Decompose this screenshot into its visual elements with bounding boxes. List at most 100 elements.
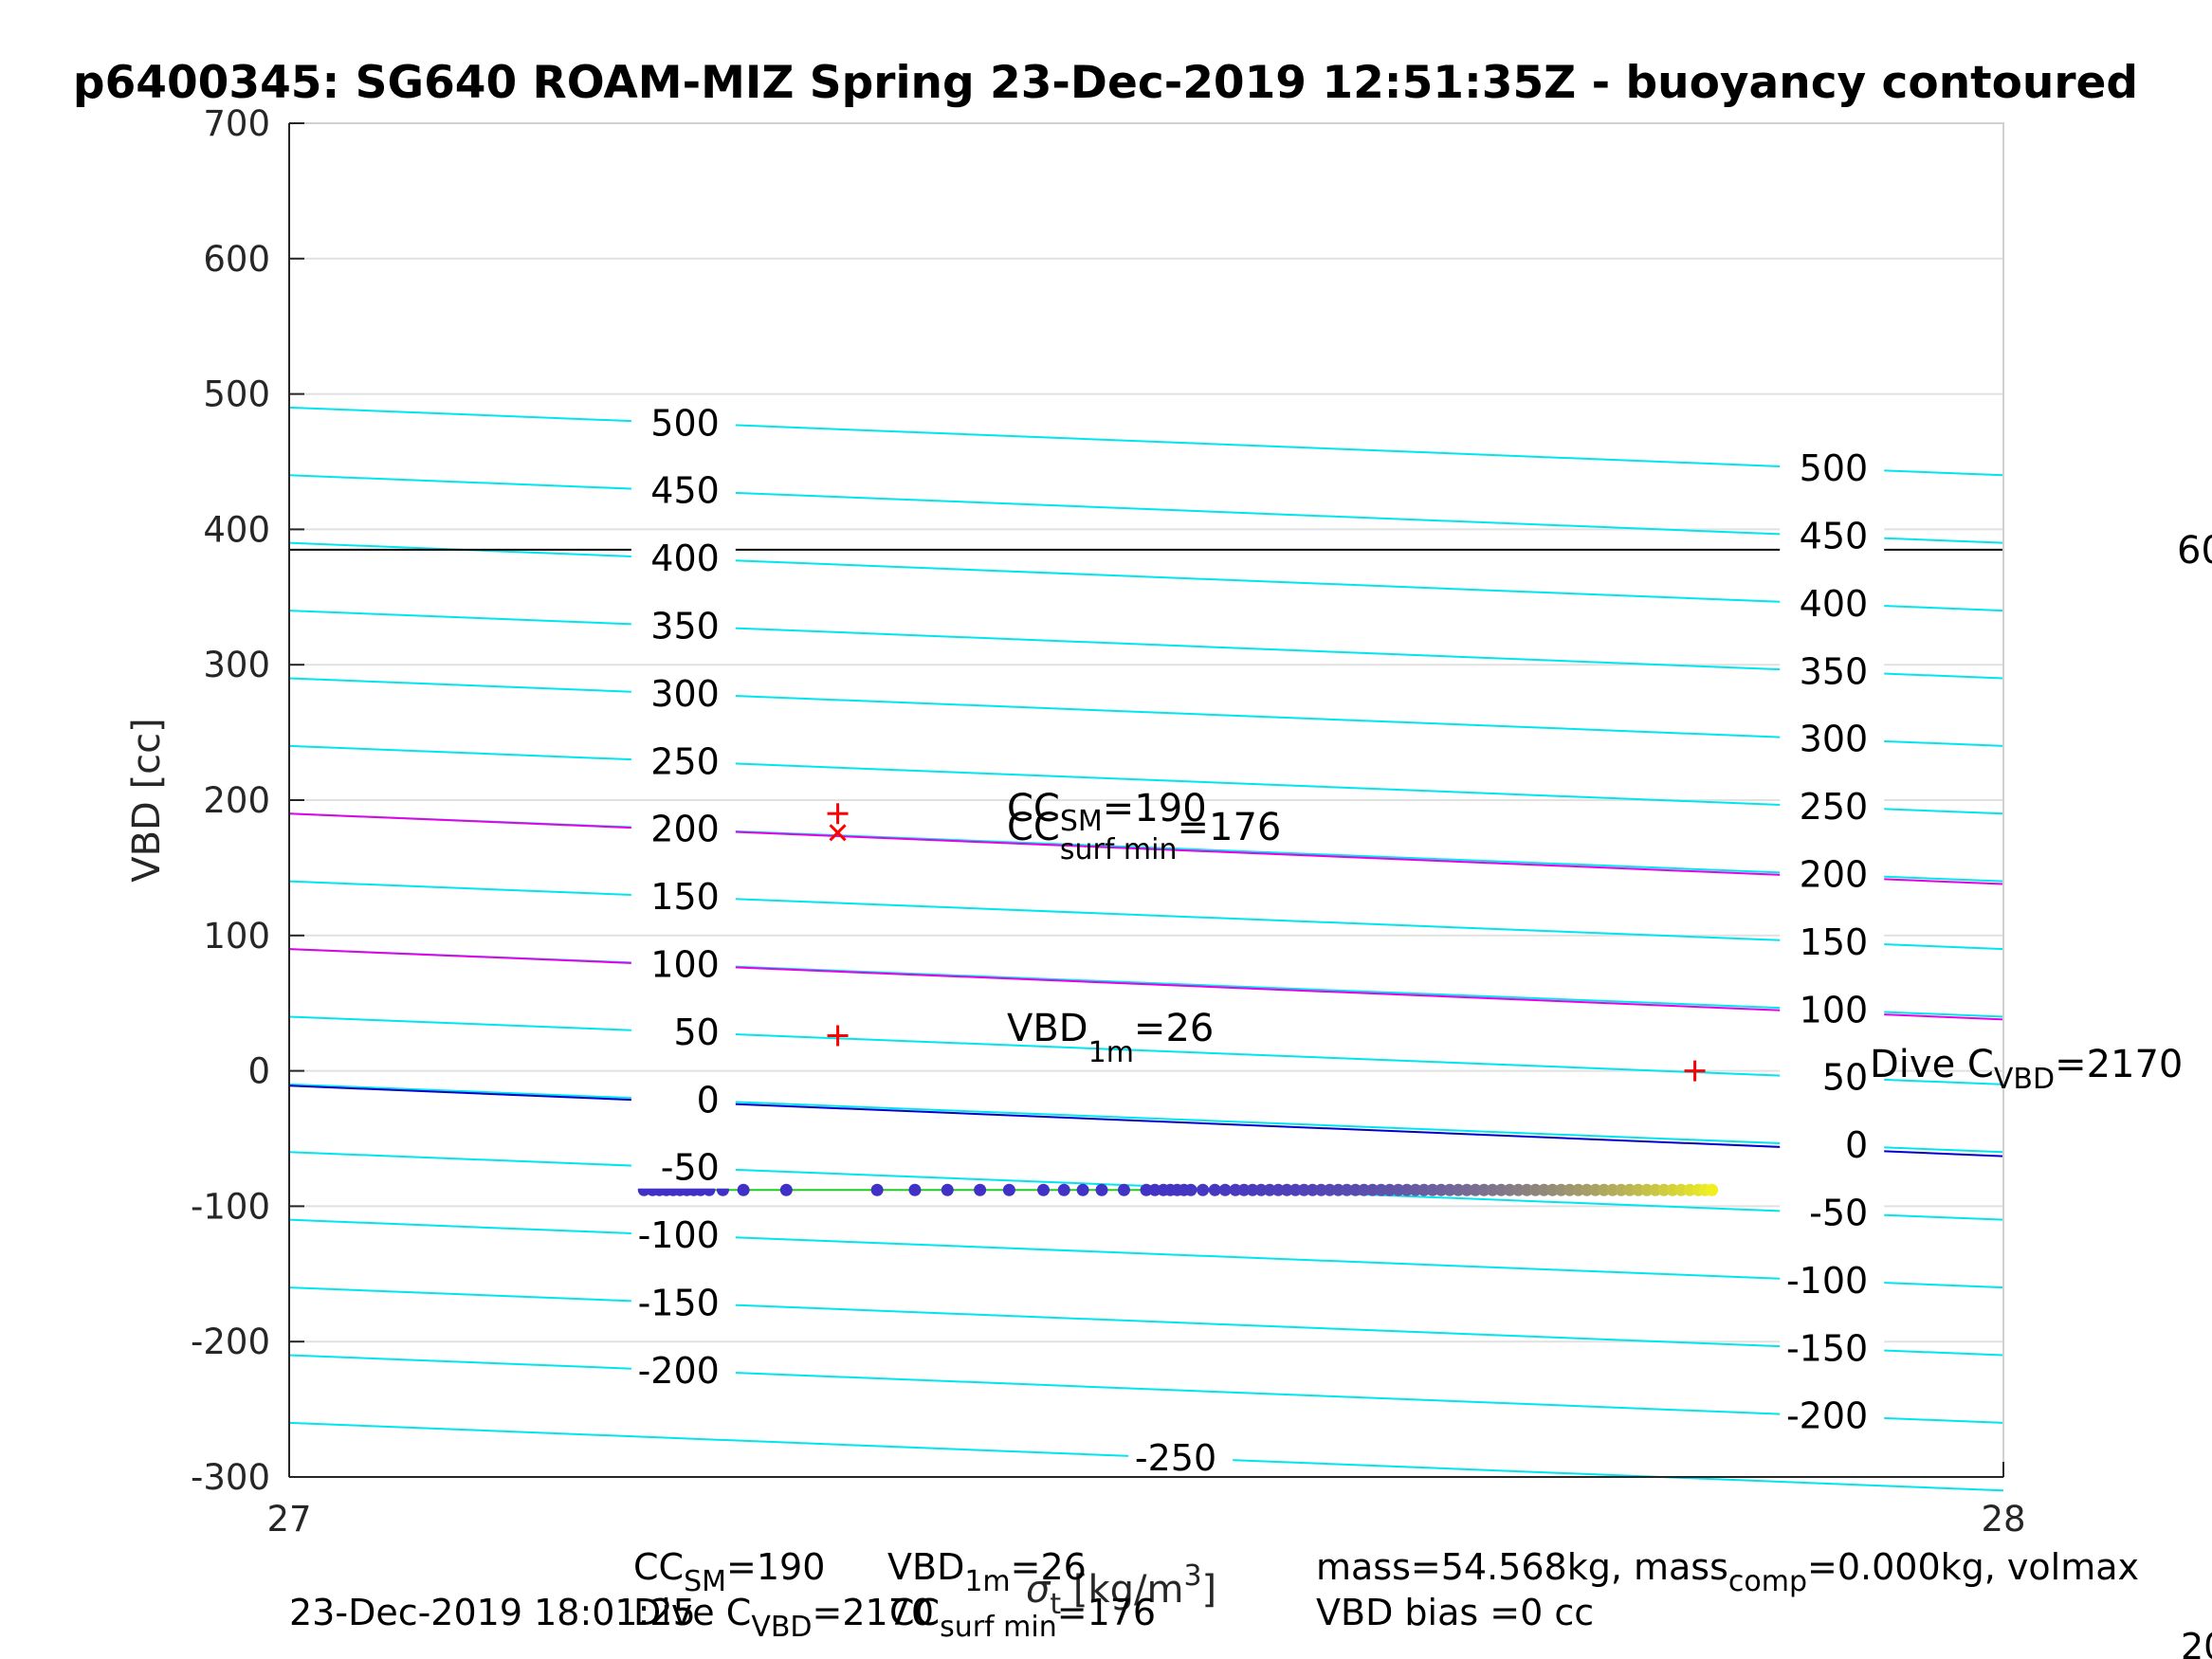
- contour-line: [288, 1218, 2004, 1289]
- y-axis-label: VBD [cc]: [125, 718, 169, 883]
- y-tick-labels: -300 -200 -100 0 100 200 300 400 500 600 700: [191, 103, 304, 1498]
- contour-label: 250: [650, 740, 720, 782]
- contour-label-bg: [631, 941, 736, 986]
- contour-label: 500: [650, 402, 720, 444]
- scatter-point: [1657, 1183, 1671, 1196]
- contour-label-bg: [631, 874, 736, 919]
- contour-label-bg: [1780, 1054, 1885, 1099]
- scatter-point: [1208, 1183, 1221, 1196]
- right-edge-label: 60: [2177, 529, 2212, 573]
- scatter-point: [1148, 1183, 1161, 1196]
- contour-label: 300: [1800, 719, 1869, 760]
- x-axis-label: σt [kg/m3]: [1026, 1559, 1216, 1621]
- footer-vbd-1m: VBD1m=26: [887, 1546, 1087, 1598]
- scatter-point: [870, 1183, 884, 1196]
- contour-label-bg: [1780, 1325, 1885, 1370]
- contour-lines: [288, 406, 2004, 1492]
- contour-label: 50: [673, 1012, 719, 1053]
- contour-label: -200: [638, 1350, 720, 1392]
- contour-label: -100: [638, 1214, 720, 1256]
- contour-label-bg: [631, 1212, 736, 1257]
- contour-label-bg: [1780, 1122, 1885, 1167]
- contour-label-bg: [1780, 446, 1885, 490]
- contour-label-bg: [631, 1347, 736, 1392]
- contour-label: 250: [1800, 786, 1869, 828]
- scatter-point: [1606, 1183, 1619, 1196]
- magenta-line: [288, 812, 2004, 885]
- scatter-point: [737, 1183, 750, 1196]
- contour-line: [288, 744, 2004, 815]
- scatter-point: [1598, 1183, 1611, 1196]
- x-tick-label: 27: [266, 1499, 311, 1540]
- contour-line: [288, 474, 2004, 544]
- y-tick-label: 100: [203, 916, 270, 957]
- scatter-point: [1426, 1183, 1439, 1196]
- scatter-point: [1076, 1183, 1089, 1196]
- scatter-point: [1581, 1183, 1594, 1196]
- chart-title: p6400345: SG640 ROAM-MIZ Spring 23-Dec-2…: [73, 57, 2138, 109]
- scatter-point: [1280, 1183, 1293, 1196]
- contour-line: [288, 1083, 2004, 1154]
- y-tick-label: -100: [191, 1186, 270, 1227]
- contour-label: 400: [1800, 583, 1869, 625]
- scatter-point: [1632, 1183, 1645, 1196]
- contour-label-bg: [1780, 1257, 1885, 1302]
- y-tick-label: 500: [203, 374, 270, 415]
- cross-marker: [829, 824, 847, 842]
- contour-line: [288, 610, 2004, 680]
- scatter-point: [1349, 1183, 1362, 1196]
- contour-label-bg: [1780, 580, 1885, 625]
- scatter-point: [1218, 1183, 1232, 1196]
- contour-line: [288, 406, 2004, 477]
- scatter-point: [1314, 1183, 1327, 1196]
- contour-label-bg: [631, 1144, 736, 1189]
- scatter-point: [1057, 1183, 1070, 1196]
- vbd-1m-annotation: VBD1m=26: [1007, 1007, 1214, 1069]
- cc-sm-annotation: CCSM=190: [1007, 787, 1207, 838]
- scatter-point: [1383, 1183, 1397, 1196]
- scatter-point: [779, 1183, 793, 1196]
- contour-label-bg: [631, 536, 736, 580]
- scatter-point: [1229, 1183, 1242, 1196]
- contour-label: 350: [650, 606, 720, 647]
- footer-date: 23-Dec-2019 18:01:25: [289, 1592, 696, 1633]
- contour-label-bg: [1128, 1435, 1234, 1480]
- scatter-point: [1572, 1183, 1585, 1196]
- scatter-point: [1615, 1183, 1628, 1196]
- y-tick-label: -200: [191, 1322, 270, 1362]
- contour-label-bg: [1780, 1393, 1885, 1437]
- y-tick-label: 700: [203, 103, 270, 144]
- plus-marker: [827, 1025, 849, 1047]
- contour-label-bg: [1780, 1190, 1885, 1234]
- contour-label-bg: [631, 603, 736, 647]
- x-tick-label: 28: [1981, 1499, 2025, 1540]
- contour-label-bg: [631, 1280, 736, 1324]
- scatter-point: [1706, 1183, 1719, 1196]
- contour-label: 350: [1800, 650, 1869, 692]
- scatter-point: [1306, 1183, 1319, 1196]
- contour-label: -150: [638, 1283, 720, 1324]
- contour-label-bg: [1780, 919, 1885, 963]
- contour-label-bg: [1780, 851, 1885, 896]
- scatter-point: [1002, 1183, 1015, 1196]
- scatter-point: [1254, 1183, 1268, 1196]
- scatter-point: [1271, 1183, 1285, 1196]
- scatter-point: [1545, 1183, 1559, 1196]
- contour-line: [288, 677, 2004, 747]
- scatter-point: [1683, 1183, 1696, 1196]
- contour-line: [288, 541, 2004, 612]
- contour-label-bg: [1780, 784, 1885, 829]
- scatter-point: [1117, 1183, 1130, 1196]
- contour-label-bg: [631, 738, 736, 783]
- footer-mass: mass=54.568kg, masscomp=0.000kg, volmax: [1316, 1546, 2139, 1598]
- contour-label: -50: [1809, 1193, 1868, 1234]
- scatter-point: [1140, 1183, 1153, 1196]
- y-tick-label: 400: [203, 509, 270, 550]
- scatter-point: [1452, 1183, 1465, 1196]
- contour-label-bg: [631, 467, 736, 512]
- contour-line: [288, 1015, 2004, 1085]
- contour-label: 0: [697, 1079, 720, 1121]
- contour-label-bg: [1780, 987, 1885, 1031]
- contour-label-bg: [631, 1077, 736, 1121]
- scatter-point: [1417, 1183, 1431, 1196]
